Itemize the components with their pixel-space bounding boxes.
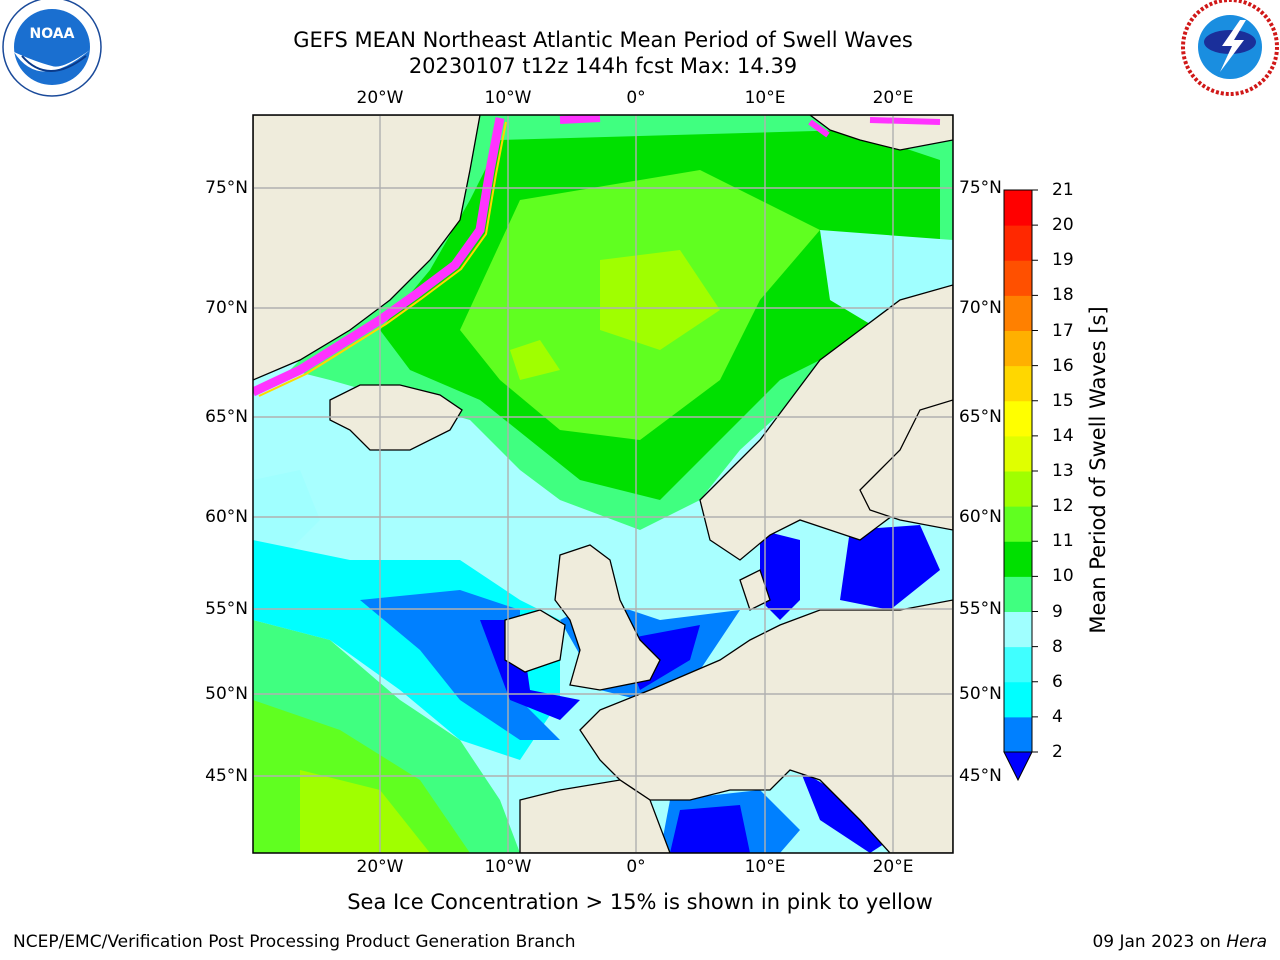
colorbar-segment xyxy=(1004,435,1032,472)
colorbar-segment xyxy=(1004,225,1032,261)
colorbar-segment xyxy=(1004,295,1032,331)
lat-label-right: 55°N xyxy=(959,599,1002,619)
colorbar-tick-label: 14 xyxy=(1052,425,1074,446)
lon-label-bottom: 20°E xyxy=(872,857,914,877)
colorbar-segment xyxy=(1004,716,1032,753)
colorbar-segment xyxy=(1004,471,1032,507)
lat-label-left: 75°N xyxy=(205,178,248,198)
colorbar-title: Mean Period of Swell Waves [s] xyxy=(1086,306,1110,634)
colorbar-segment xyxy=(1004,576,1032,612)
colorbar-tick-label: 9 xyxy=(1052,601,1063,622)
lon-label-top: 20°E xyxy=(872,88,914,108)
lat-label-left: 55°N xyxy=(205,599,248,619)
colorbar-tick-label: 6 xyxy=(1052,671,1063,692)
colorbar-tick-label: 2 xyxy=(1052,742,1063,762)
colorbar-tick-label: 18 xyxy=(1052,285,1074,306)
lat-label-right: 45°N xyxy=(959,766,1002,786)
colorbar-tick-label: 21 xyxy=(1052,180,1074,200)
colorbar-segment xyxy=(1004,365,1032,402)
nws-logo xyxy=(1181,0,1279,96)
lat-label-right: 75°N xyxy=(959,178,1002,198)
footer-credit: NCEP/EMC/Verification Post Processing Pr… xyxy=(13,932,576,952)
lat-label-left: 60°N xyxy=(205,507,248,527)
map-frame xyxy=(252,114,954,854)
noaa-logo-text: NOAA xyxy=(30,26,75,42)
lon-label-bottom: 10°E xyxy=(744,857,786,877)
sea-ice-edge xyxy=(253,115,941,397)
colorbar-segment xyxy=(1004,646,1032,683)
colorbar-segment xyxy=(1004,681,1032,718)
colorbar-tick-label: 17 xyxy=(1052,320,1074,341)
lat-label-right: 60°N xyxy=(959,507,1002,527)
lon-label-bottom: 10°W xyxy=(484,857,532,877)
graticule xyxy=(253,115,953,853)
lat-label-right: 50°N xyxy=(959,684,1002,704)
lon-label-bottom: 20°W xyxy=(356,857,404,877)
colorbar-segment xyxy=(1004,506,1032,542)
colorbar-segment xyxy=(1004,541,1032,577)
land xyxy=(253,115,953,853)
colorbar-extend-arrow xyxy=(1003,751,1033,782)
colorbar-tick-label: 11 xyxy=(1052,531,1074,552)
colorbar-segment xyxy=(1004,330,1032,367)
lon-label-top: 10°W xyxy=(484,88,532,108)
sea-ice-note: Sea Ice Concentration > 15% is shown in … xyxy=(347,890,933,914)
colorbar-tick-label: 20 xyxy=(1052,215,1074,236)
colorbar-segment xyxy=(1004,260,1032,296)
footer-host: Hera xyxy=(1226,932,1267,952)
colorbar-tick-label: 4 xyxy=(1052,706,1063,727)
map-area xyxy=(253,115,953,853)
lon-label-top: 20°W xyxy=(356,88,404,108)
lon-label-top: 10°E xyxy=(744,88,786,108)
lon-label-top: 0° xyxy=(626,88,646,108)
lat-label-left: 70°N xyxy=(205,298,248,318)
colorbar xyxy=(1003,189,1038,782)
colorbar-segment xyxy=(1004,190,1032,226)
footer-date-text: 09 Jan 2023 on xyxy=(1092,932,1221,952)
colorbar-tick-label: 12 xyxy=(1052,496,1074,517)
colorbar-segment xyxy=(1004,611,1032,648)
map-title: GEFS MEAN Northeast Atlantic Mean Period… xyxy=(293,28,913,52)
colorbar-tick-label: 10 xyxy=(1052,566,1074,587)
lat-label-right: 70°N xyxy=(959,298,1002,318)
lat-label-left: 65°N xyxy=(205,407,248,427)
colorbar-tick-label: 8 xyxy=(1052,636,1063,657)
noaa-logo: NOAA xyxy=(2,0,102,97)
lat-label-right: 65°N xyxy=(959,407,1002,427)
colorbar-tick-label: 13 xyxy=(1052,461,1074,481)
map-subtitle: 20230107 t12z 144h fcst Max: 14.39 xyxy=(408,54,798,78)
colorbar-tick-label: 15 xyxy=(1052,390,1074,411)
colorbar-tick-label: 16 xyxy=(1052,355,1074,376)
lat-label-left: 50°N xyxy=(205,684,248,704)
colorbar-tick-label: 19 xyxy=(1052,250,1074,271)
colorbar-segment xyxy=(1004,400,1032,437)
lat-label-left: 45°N xyxy=(205,766,248,786)
footer-date: 09 Jan 2023 on Hera xyxy=(1092,932,1267,952)
lon-label-bottom: 0° xyxy=(626,857,646,877)
